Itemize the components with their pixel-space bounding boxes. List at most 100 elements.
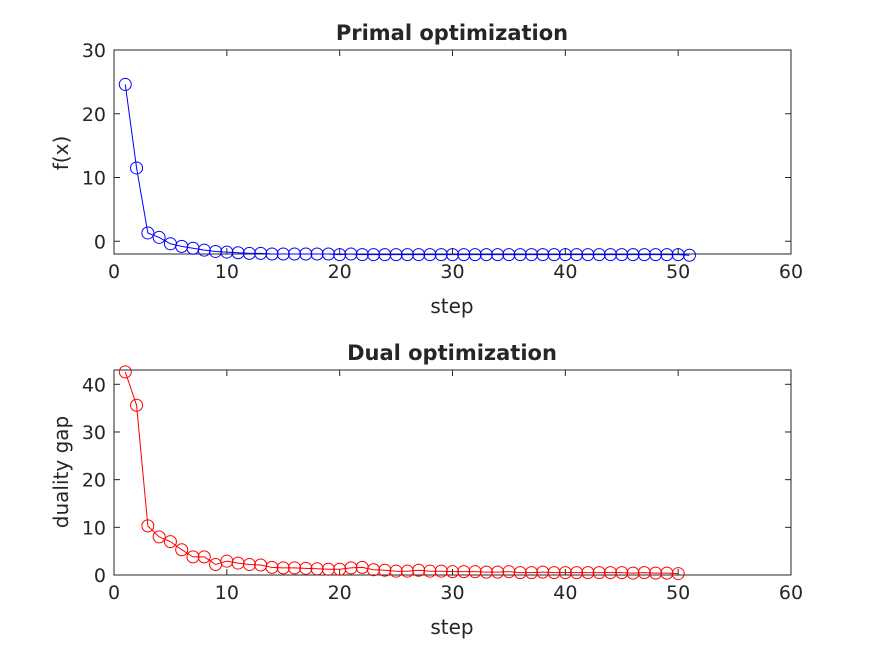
data-point — [524, 248, 538, 262]
data-point — [603, 566, 617, 580]
data-point — [615, 248, 629, 262]
x-tick-label: 40 — [553, 582, 577, 604]
data-point — [265, 560, 279, 574]
data-point — [367, 563, 381, 577]
y-axis-label: duality gap — [49, 416, 73, 528]
x-tick-label: 50 — [666, 261, 690, 283]
data-point — [118, 365, 132, 379]
data-point — [242, 246, 256, 260]
data-point — [479, 248, 493, 262]
data-point — [434, 248, 448, 262]
data-point — [671, 248, 685, 262]
series-line — [124, 84, 690, 256]
data-point — [491, 248, 505, 262]
data-point — [479, 565, 493, 579]
data-point — [344, 561, 358, 575]
x-tick-label: 30 — [440, 582, 464, 604]
data-point — [197, 243, 211, 257]
data-point — [378, 248, 392, 262]
data-point — [637, 248, 651, 262]
data-point — [558, 248, 572, 262]
data-point — [558, 566, 572, 580]
x-tick-label: 10 — [215, 582, 239, 604]
data-point — [446, 565, 459, 579]
x-tick-label: 60 — [779, 261, 803, 283]
data-point — [141, 519, 155, 533]
data-point — [333, 248, 347, 262]
dual-optimization-panel: Dual optimization step duality gap 0 10 20… — [49, 341, 803, 639]
x-tick-label: 20 — [328, 261, 352, 283]
data-point — [536, 248, 550, 262]
data-point — [513, 566, 527, 580]
data-point — [682, 248, 696, 262]
data-point — [434, 564, 448, 578]
data-point — [152, 230, 166, 244]
data-point — [649, 248, 663, 262]
data-point — [118, 77, 132, 91]
data-point — [626, 566, 640, 580]
data-point — [423, 248, 437, 262]
x-tick-label: 40 — [553, 261, 577, 283]
data-point — [333, 562, 347, 576]
data-point — [130, 161, 144, 175]
y-axis-label: f(x) — [49, 136, 73, 170]
data-point — [592, 248, 606, 262]
data-point — [547, 248, 561, 262]
data-point — [536, 565, 550, 579]
y-tick-label: 20 — [82, 104, 106, 126]
data-point — [660, 248, 674, 262]
data-point — [310, 247, 324, 261]
y-tick-label: 40 — [82, 374, 106, 396]
data-point — [321, 247, 335, 261]
data-point — [389, 564, 403, 578]
data-point — [276, 561, 290, 575]
x-axis-label: step — [430, 294, 473, 318]
data-point — [321, 562, 335, 576]
data-point — [367, 248, 381, 262]
data-point — [649, 566, 663, 580]
y-tick-label: 10 — [82, 168, 106, 190]
data-point — [603, 248, 617, 262]
data-point — [457, 248, 471, 262]
chart-title: Dual optimization — [347, 341, 557, 365]
data-point — [423, 564, 437, 578]
data-point — [254, 246, 268, 260]
x-tick-label: 20 — [328, 582, 352, 604]
data-point — [231, 246, 245, 260]
data-point — [130, 398, 144, 412]
y-tick-label: 30 — [82, 422, 106, 444]
data-point — [378, 563, 392, 577]
data-point — [581, 248, 595, 262]
x-tick-label: 50 — [666, 582, 690, 604]
data-point — [209, 244, 223, 258]
x-axis-label: step — [430, 615, 473, 639]
data-point — [400, 248, 414, 262]
data-point — [344, 247, 358, 261]
data-point — [265, 247, 279, 261]
data-point — [355, 248, 369, 262]
data-point — [231, 556, 245, 570]
data-point — [220, 245, 234, 259]
data-point — [468, 565, 482, 579]
data-point — [242, 558, 256, 572]
data-point — [524, 566, 538, 580]
data-point — [288, 561, 302, 575]
data-point — [141, 226, 155, 240]
x-tick-label: 10 — [215, 261, 239, 283]
data-point — [502, 565, 516, 579]
data-point — [570, 248, 584, 262]
data-point — [615, 566, 629, 580]
data-point — [513, 248, 527, 262]
data-point — [400, 564, 414, 578]
data-point — [570, 566, 584, 580]
x-tick-label: 0 — [108, 582, 120, 604]
y-tick-label: 30 — [82, 40, 106, 62]
x-tick-label: 0 — [108, 261, 120, 283]
data-point — [288, 247, 302, 261]
data-point — [660, 566, 674, 580]
data-point — [626, 248, 640, 262]
data-point — [152, 530, 166, 544]
data-point — [547, 566, 561, 580]
